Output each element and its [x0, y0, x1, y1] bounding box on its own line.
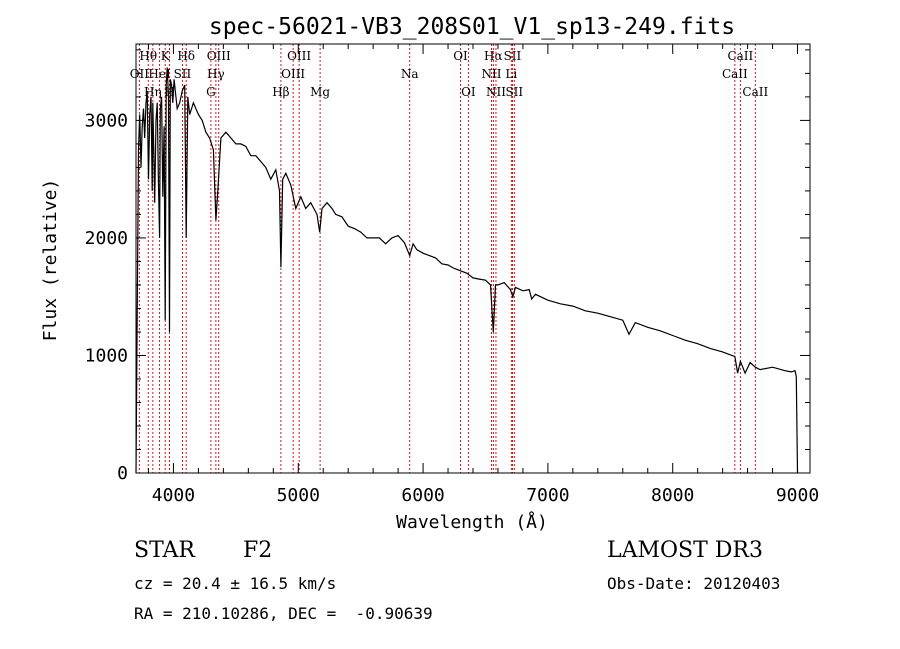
x-tick-label: 4000: [152, 485, 195, 506]
line-label: Hβ: [272, 85, 289, 99]
line-label: Na: [401, 67, 419, 81]
line-label: NII: [481, 67, 501, 81]
line-label: K: [161, 49, 171, 63]
line-label: NII: [486, 85, 506, 99]
line-label: SII: [504, 49, 522, 63]
line-label: Hγ: [207, 67, 225, 81]
line-label: CaII: [742, 85, 768, 99]
survey-label: LAMOST DR3: [607, 538, 763, 563]
line-label: Hα: [484, 49, 503, 63]
line-label: Hδ: [177, 49, 195, 63]
x-axis-label: Wavelength (Å): [396, 511, 548, 533]
x-tick-label: 8000: [651, 485, 694, 506]
line-label: H: [164, 85, 174, 99]
axis-ticks: 4000 5000 6000 7000 8000 9000 0 1000 2000 3000: [85, 44, 819, 506]
radec-label: RA = 210.10286, DEC = -0.90639: [134, 604, 433, 623]
line-label: OI: [453, 49, 468, 63]
x-tick-label: 5000: [277, 485, 320, 506]
object-class: STAR: [134, 538, 195, 563]
redshift-label: cz = 20.4 ± 16.5 km/s: [134, 574, 337, 593]
y-tick-label: 1000: [85, 345, 128, 366]
line-label: OIII: [207, 49, 231, 63]
y-tick-label: 0: [117, 463, 128, 484]
line-label: OII: [130, 67, 150, 81]
object-subclass: F2: [243, 538, 273, 563]
line-label: G: [206, 85, 216, 99]
line-label: Hθ: [139, 49, 157, 63]
x-tick-label: 6000: [401, 485, 444, 506]
y-axis-label: Flux (relative): [40, 179, 61, 342]
y-tick-label: 3000: [85, 110, 128, 131]
y-tick-label: 2000: [85, 228, 128, 249]
x-tick-label: 7000: [526, 485, 569, 506]
line-label: CaII: [722, 67, 748, 81]
line-label: OIII: [287, 49, 311, 63]
plot-frame: [135, 43, 811, 474]
line-label: SII: [174, 67, 192, 81]
line-label: OI: [461, 85, 476, 99]
line-label: Mg: [310, 85, 330, 99]
line-label: Li: [505, 67, 517, 81]
line-label: SII: [505, 85, 523, 99]
x-tick-label: 9000: [776, 485, 819, 506]
line-label: CaII: [727, 49, 753, 63]
spectrum-series-line: [135, 67, 799, 474]
line-label: OIII: [281, 67, 305, 81]
chart-title: spec-56021-VB3_208S01_V1_sp13-249.fits: [209, 14, 735, 40]
line-label: Hη: [144, 85, 162, 99]
obs-date-label: Obs-Date: 20120403: [607, 574, 781, 593]
